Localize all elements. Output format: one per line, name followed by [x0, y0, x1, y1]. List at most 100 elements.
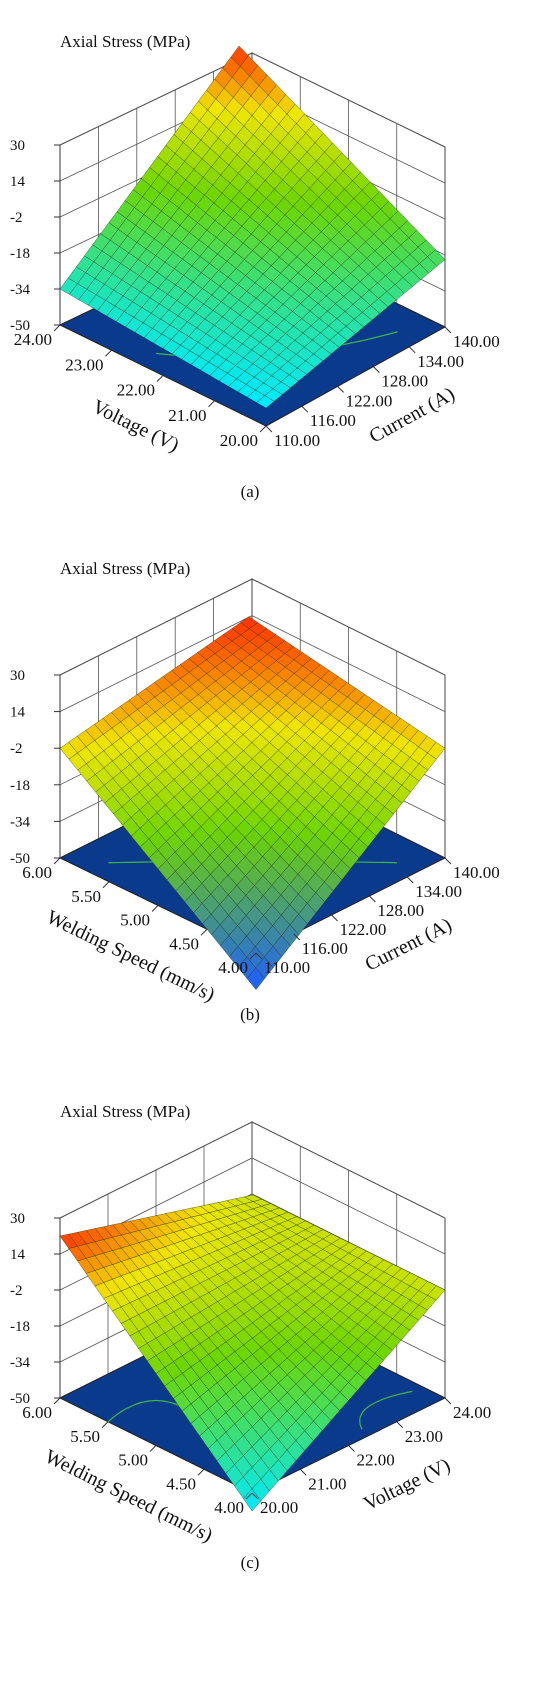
left-axis-tick-label: 5.00	[120, 911, 150, 930]
right-axis-tick-label: 23.00	[405, 1427, 443, 1446]
z-tick-label: -34	[10, 814, 30, 830]
z-tick-label: -34	[10, 282, 30, 298]
wall-gridline	[59, 52, 446, 148]
z-tick-label: -2	[10, 210, 23, 226]
right-axis-tick-label: 122.00	[346, 391, 393, 410]
left-axis-tick-label: 6.00	[22, 1403, 52, 1422]
left-axis-tick-label: 21.00	[168, 406, 206, 425]
z-tick-label: -2	[10, 1283, 23, 1299]
z-tick-label: 14	[10, 705, 26, 721]
left-axis-tick-mark	[102, 881, 110, 889]
right-axis-tick-label: 140.00	[453, 863, 500, 882]
left-axis-tick-mark	[53, 324, 61, 332]
right-axis-tick-label: 140.00	[453, 332, 500, 351]
left-axis-tick-label: 6.00	[22, 863, 52, 882]
right-axis-tick-mark	[408, 346, 416, 354]
left-axis-tick-label: 4.50	[166, 1474, 196, 1493]
left-axis-tick-label: 4.00	[218, 958, 248, 977]
z-tick-label: 14	[10, 174, 26, 190]
panel-caption: (b)	[240, 1005, 260, 1024]
right-axis-tick-label: 116.00	[302, 939, 348, 958]
right-axis-tick-mark	[293, 933, 301, 941]
z-tick-label: -18	[10, 778, 30, 794]
surface-cell	[256, 395, 275, 409]
z-axis-title: Axial Stress (MPa)	[60, 32, 190, 51]
left-axis-tick-label: 4.00	[214, 1498, 244, 1517]
z-tick-label: -18	[10, 246, 30, 262]
wall-gridline	[59, 1121, 446, 1219]
wall-gridline	[59, 578, 446, 676]
response-surface	[59, 1194, 446, 1512]
left-axis-tick-mark	[249, 952, 257, 960]
response-surface	[59, 45, 446, 409]
panel-caption: (a)	[241, 482, 260, 501]
right-axis-tick-label: 128.00	[381, 372, 428, 391]
right-axis-tick-label: 134.00	[417, 352, 464, 371]
right-axis-tick-mark	[299, 1468, 307, 1476]
right-axis-tick-label: 116.00	[310, 411, 356, 430]
left-axis-tick-label: 5.50	[70, 1427, 100, 1446]
right-axis-tick-label: 22.00	[357, 1451, 395, 1470]
surface-panel-b: 30 14 -2 -18 -34 -50 Axial Stress (MPa) 6.00 5.5…	[10, 559, 500, 1024]
right-axis-tick-label: 122.00	[340, 920, 387, 939]
right-axis-tick-mark	[444, 857, 452, 865]
right-axis-tick-mark	[255, 952, 263, 960]
left-axis-tick-mark	[197, 1468, 205, 1476]
z-tick-label: 30	[10, 668, 25, 684]
right-axis-tick-mark	[348, 1445, 355, 1452]
right-axis-tick-mark	[251, 1492, 259, 1500]
left-axis-tick-label: 22.00	[117, 381, 155, 400]
left-axis-tick-mark	[151, 905, 159, 912]
right-axis-tick-mark	[265, 425, 273, 433]
z-tick-label: 30	[10, 1211, 25, 1227]
z-tick-label: 14	[10, 1247, 26, 1263]
right-axis-tick-label: 21.00	[308, 1474, 346, 1493]
left-axis-tick-mark	[53, 857, 61, 865]
right-axis-tick-mark	[369, 895, 376, 903]
z-tick-label: -18	[10, 1319, 30, 1335]
right-axis-tick-mark	[406, 876, 414, 884]
left-axis-tick-label: 20.00	[220, 431, 258, 450]
right-axis-tick-label: 20.00	[260, 1498, 298, 1517]
left-axis-tick-label: 5.00	[118, 1451, 148, 1470]
left-axis-tick-label: 24.00	[14, 330, 52, 349]
wall-gridline	[59, 1157, 446, 1255]
right-axis-tick-label: 24.00	[453, 1403, 491, 1422]
right-axis-tick-label: 110.00	[264, 958, 310, 977]
right-axis-tick-mark	[396, 1421, 404, 1429]
z-tick-label: -34	[10, 1355, 30, 1371]
left-axis-tick-mark	[156, 375, 164, 382]
left-axis-tick-mark	[149, 1445, 157, 1452]
left-axis-tick-mark	[53, 1397, 61, 1405]
wall-gridline	[59, 615, 446, 712]
z-tick-label: -2	[10, 741, 23, 757]
z-axis-title: Axial Stress (MPa)	[60, 1102, 190, 1121]
z-tick-label: -50	[10, 851, 30, 867]
right-axis-tick-mark	[331, 914, 338, 922]
panel-caption: (c)	[241, 1553, 260, 1572]
right-axis-tick-mark	[444, 326, 452, 334]
left-axis-tick-label: 5.50	[71, 887, 101, 906]
left-axis-tick-label: 23.00	[65, 355, 103, 374]
surface-cell	[243, 1488, 262, 1512]
left-axis-tick-label: 4.50	[169, 934, 199, 953]
left-axis-tick-mark	[105, 349, 112, 357]
surface-cell	[246, 967, 265, 990]
right-axis-tick-mark	[444, 1397, 452, 1405]
surface-panel-c: 30 14 -2 -18 -34 -50 Axial Stress (MPa) 6.00 5.5…	[10, 1102, 491, 1572]
z-tick-label: -50	[10, 318, 30, 334]
left-axis-tick-mark	[259, 425, 267, 433]
right-axis-tick-mark	[337, 386, 344, 393]
left-axis-tick-mark	[245, 1492, 253, 1500]
right-axis-tick-mark	[301, 405, 309, 413]
surface-panel-a: 30 14 -2 -18 -34 -50 Axial Stress (MPa) 24.00 23…	[10, 32, 500, 501]
right-axis-tick-label: 134.00	[415, 882, 462, 901]
right-axis-tick-label: 128.00	[377, 901, 424, 920]
z-tick-label: 30	[10, 138, 25, 154]
right-axis-tick-mark	[373, 366, 380, 373]
z-tick-label: -50	[10, 1391, 30, 1407]
right-axis-tick-label: 110.00	[274, 431, 320, 450]
z-axis-title: Axial Stress (MPa)	[60, 559, 190, 578]
floor-contour	[359, 1390, 413, 1430]
